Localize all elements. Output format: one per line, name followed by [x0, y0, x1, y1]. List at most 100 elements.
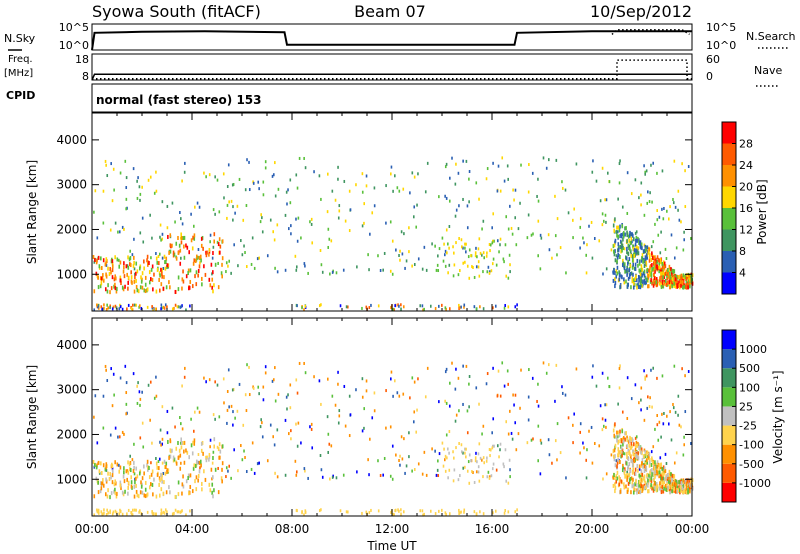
- power-point: [662, 284, 665, 289]
- power-point: [683, 230, 685, 234]
- power-point: [431, 242, 433, 246]
- velocity-point: [133, 442, 135, 446]
- velocity-point: [448, 451, 450, 455]
- velocity-point: [645, 452, 648, 457]
- velocity-point: [579, 422, 582, 426]
- velocity-point: [640, 447, 643, 452]
- power-point: [368, 306, 371, 310]
- velocity-point: [118, 469, 121, 474]
- velocity-point: [665, 462, 668, 466]
- velocity-point: [639, 490, 642, 495]
- power-point: [554, 194, 556, 198]
- velocity-point: [492, 462, 495, 466]
- power-point: [477, 265, 480, 269]
- velocity-point: [294, 459, 297, 463]
- velocity-point: [181, 427, 184, 431]
- power-point: [116, 286, 118, 291]
- power-point: [540, 236, 543, 240]
- power-point: [287, 188, 289, 192]
- power-point: [274, 194, 277, 198]
- velocity-point: [486, 456, 488, 460]
- power-point: [582, 236, 584, 240]
- velocity-point: [514, 510, 517, 514]
- velocity-point: [447, 447, 449, 451]
- velocity-point: [585, 476, 588, 480]
- velocity-point: [303, 513, 305, 517]
- power-point: [447, 271, 449, 275]
- velocity-point: [363, 407, 366, 411]
- velocity-point: [685, 488, 687, 493]
- velocity-point: [602, 477, 604, 481]
- power-point: [613, 228, 616, 233]
- power-point: [463, 305, 465, 309]
- power-point: [671, 281, 674, 286]
- power-point: [180, 232, 183, 237]
- velocity-point: [93, 465, 96, 469]
- velocity-point: [615, 474, 618, 479]
- power-point: [96, 236, 99, 240]
- power-point: [97, 285, 100, 290]
- velocity-point: [139, 436, 142, 440]
- power-point: [285, 190, 288, 194]
- power-point: [619, 284, 622, 289]
- velocity-point: [656, 414, 658, 418]
- power-point: [161, 232, 164, 236]
- power-point: [205, 253, 208, 258]
- power-point: [192, 235, 194, 240]
- velocity-point: [257, 385, 260, 389]
- velocity-point: [668, 469, 671, 474]
- velocity-point: [652, 366, 655, 370]
- power-point: [496, 189, 499, 193]
- velocity-point: [616, 430, 618, 435]
- power-point: [689, 284, 691, 289]
- velocity-point: [411, 469, 413, 473]
- power-point: [648, 255, 651, 260]
- power-point: [156, 267, 159, 272]
- velocity-point: [642, 486, 644, 491]
- power-point: [149, 277, 152, 282]
- velocity-point: [114, 491, 117, 496]
- velocity-point: [646, 472, 649, 477]
- power-point: [166, 204, 169, 208]
- velocity-point: [683, 443, 686, 447]
- velocity-point: [119, 376, 122, 380]
- power-point: [554, 234, 557, 238]
- power-point: [660, 260, 662, 265]
- velocity-point: [614, 475, 616, 480]
- power-point: [110, 286, 113, 291]
- power-point: [402, 305, 405, 309]
- velocity-point: [668, 487, 671, 492]
- velocity-point: [193, 438, 196, 443]
- power-point: [212, 251, 214, 256]
- velocity-point: [462, 402, 464, 406]
- velocity-point: [654, 460, 656, 465]
- power-point: [491, 241, 494, 245]
- velocity-point: [651, 456, 653, 461]
- velocity-point: [119, 480, 122, 485]
- velocity-point: [468, 382, 470, 386]
- velocity-point: [348, 434, 351, 438]
- velocity-point: [157, 459, 160, 463]
- power-point: [151, 277, 154, 282]
- power-point: [662, 217, 665, 221]
- power-point: [514, 305, 517, 309]
- velocity-point: [492, 511, 494, 515]
- power-point: [272, 173, 275, 177]
- velocity-point: [114, 426, 117, 430]
- velocity-point: [613, 472, 615, 477]
- velocity-point: [610, 453, 613, 457]
- power-point: [361, 190, 364, 194]
- power-point: [676, 280, 679, 285]
- velocity-point: [97, 490, 100, 495]
- power-point: [148, 260, 150, 265]
- velocity-point: [656, 376, 658, 380]
- velocity-point: [472, 471, 474, 475]
- power-point: [158, 261, 160, 266]
- velocity-point: [670, 472, 672, 477]
- x-tick-label: 12:00: [375, 522, 410, 536]
- velocity-point: [453, 468, 456, 472]
- power-point: [171, 307, 174, 311]
- velocity-point: [487, 470, 490, 474]
- power-point: [167, 263, 170, 268]
- velocity-point: [183, 375, 186, 379]
